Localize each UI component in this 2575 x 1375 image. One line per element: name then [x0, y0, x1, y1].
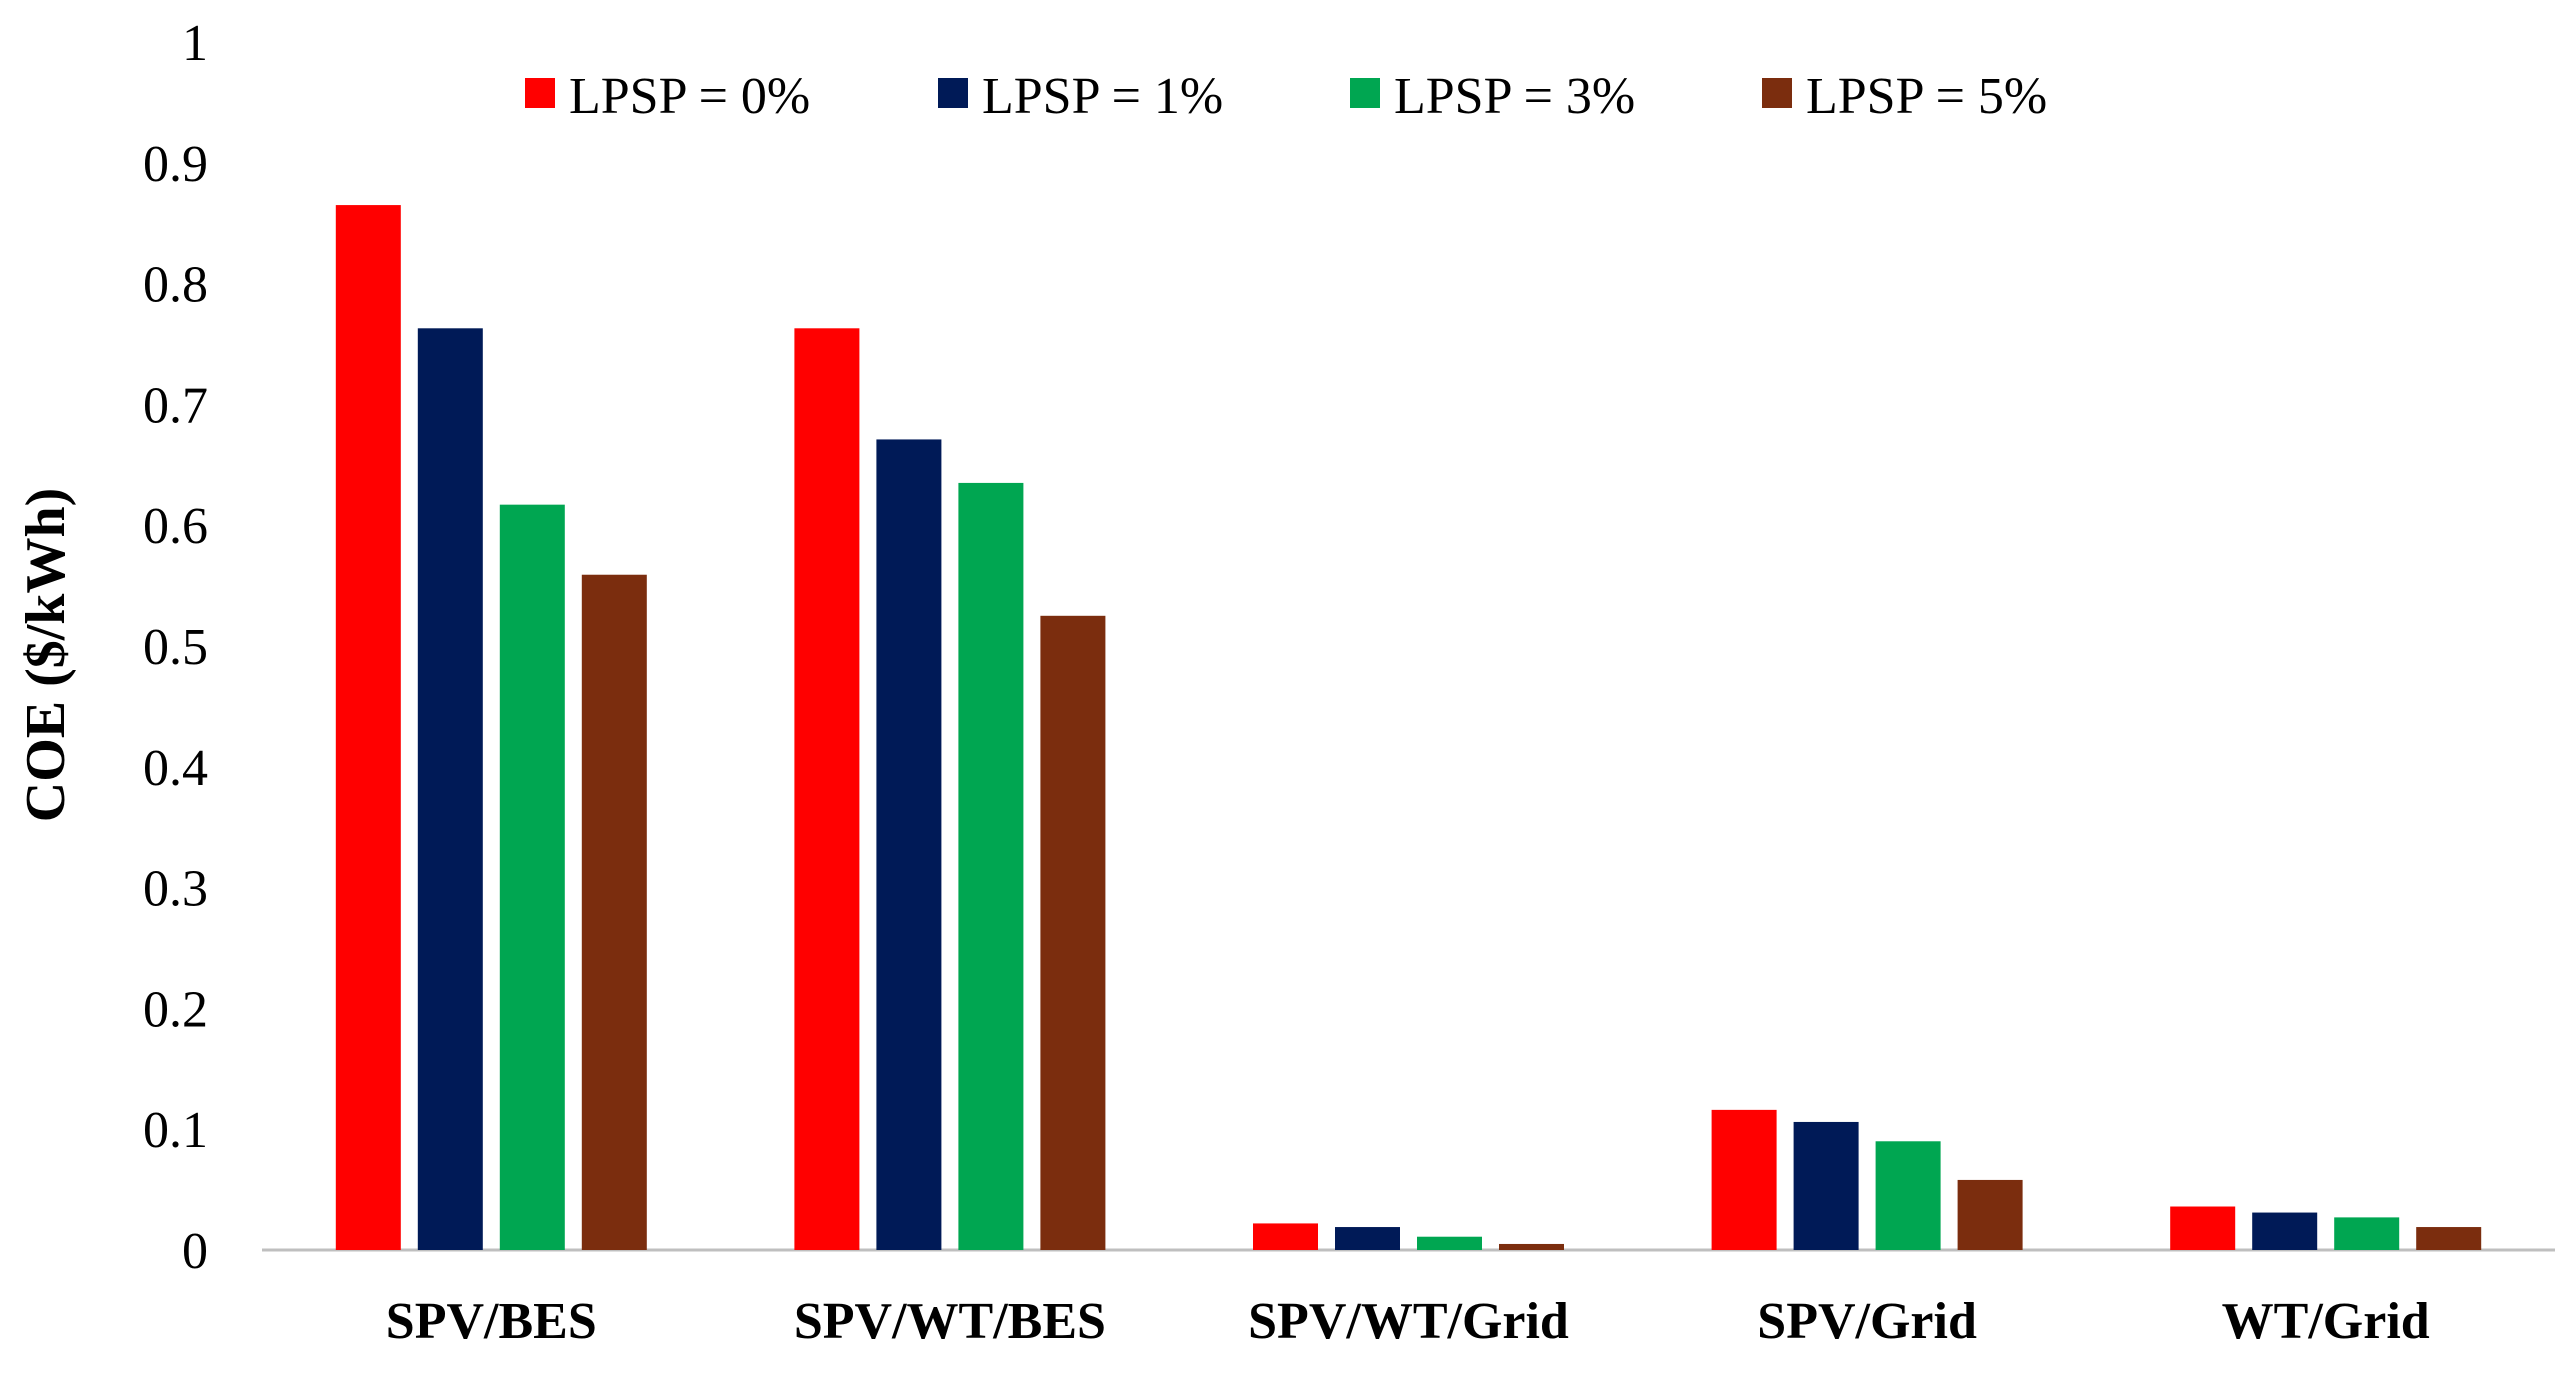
bar-wt-grid-series-2	[2334, 1217, 2400, 1250]
bar-spv-bes-series-3	[581, 574, 647, 1250]
bar-spv-bes-series-0	[335, 205, 401, 1251]
x-category-label: SPV/WT/BES	[794, 1293, 1106, 1350]
x-category-label: SPV/WT/Grid	[1248, 1293, 1569, 1350]
legend-swatch	[938, 78, 968, 108]
y-tick-label: 0	[182, 1223, 208, 1280]
bar-spv-wt-bes-series-1	[876, 439, 942, 1250]
x-category-label: SPV/Grid	[1757, 1293, 1977, 1350]
bar-spv-wt-bes-series-2	[958, 482, 1024, 1250]
legend-label: LPSP = 1%	[982, 68, 1223, 125]
bar-wt-grid-series-1	[2252, 1212, 2318, 1250]
y-tick-label: 0.8	[143, 257, 208, 314]
legend-label: LPSP = 0%	[569, 68, 810, 125]
bar-wt-grid-series-3	[2416, 1227, 2482, 1250]
bar-spv-wt-bes-series-3	[1040, 615, 1106, 1250]
y-tick-label: 0.5	[143, 619, 208, 676]
legend-swatch	[1350, 78, 1380, 108]
bar-spv-bes-series-2	[499, 504, 565, 1250]
bar-spv-wt-grid-series-3	[1499, 1243, 1564, 1250]
y-tick-label: 0.6	[143, 498, 208, 555]
bar-spv-grid-series-3	[1957, 1179, 2023, 1250]
bar-spv-grid-series-1	[1793, 1121, 1859, 1250]
y-tick-label: 1	[182, 15, 208, 72]
y-tick-label: 0.2	[143, 981, 208, 1038]
legend-label: LPSP = 5%	[1806, 68, 2047, 125]
y-tick-label: 0.1	[143, 1102, 208, 1159]
y-axis-title: COE ($/kWh)	[15, 488, 77, 823]
legend-swatch	[1762, 78, 1792, 108]
x-axis-categories: SPV/BES SPV/WT/BES SPV/WT/Grid SPV/Grid WT/G…	[386, 1293, 2430, 1350]
x-category-label: SPV/BES	[386, 1293, 597, 1350]
y-tick-label: 0.3	[143, 861, 208, 918]
bar-spv-wt-grid-series-2	[1417, 1236, 1482, 1250]
bar-spv-wt-grid-series-0	[1253, 1223, 1318, 1250]
legend: LPSP = 0% LPSP = 1% LPSP = 3% LPSP = 5%	[525, 68, 2047, 125]
legend-swatch	[525, 78, 555, 108]
bar-spv-bes-series-1	[417, 328, 483, 1250]
y-tick-label: 0.4	[143, 740, 208, 797]
bar-spv-wt-grid-series-1	[1335, 1227, 1400, 1250]
y-tick-label: 0.9	[143, 136, 208, 193]
bar-spv-wt-bes-series-0	[794, 328, 860, 1250]
bar-wt-grid-series-0	[2170, 1206, 2236, 1250]
bars-group	[335, 205, 2482, 1251]
y-axis-ticks: 0 0.1 0.2 0.3 0.4 0.5 0.6 0.7 0.8 0.9 1	[143, 15, 208, 1280]
y-tick-label: 0.7	[143, 377, 208, 434]
bar-spv-grid-series-2	[1875, 1141, 1941, 1250]
legend-label: LPSP = 3%	[1394, 68, 1635, 125]
bar-spv-grid-series-0	[1711, 1109, 1777, 1250]
x-category-label: WT/Grid	[2222, 1293, 2430, 1350]
